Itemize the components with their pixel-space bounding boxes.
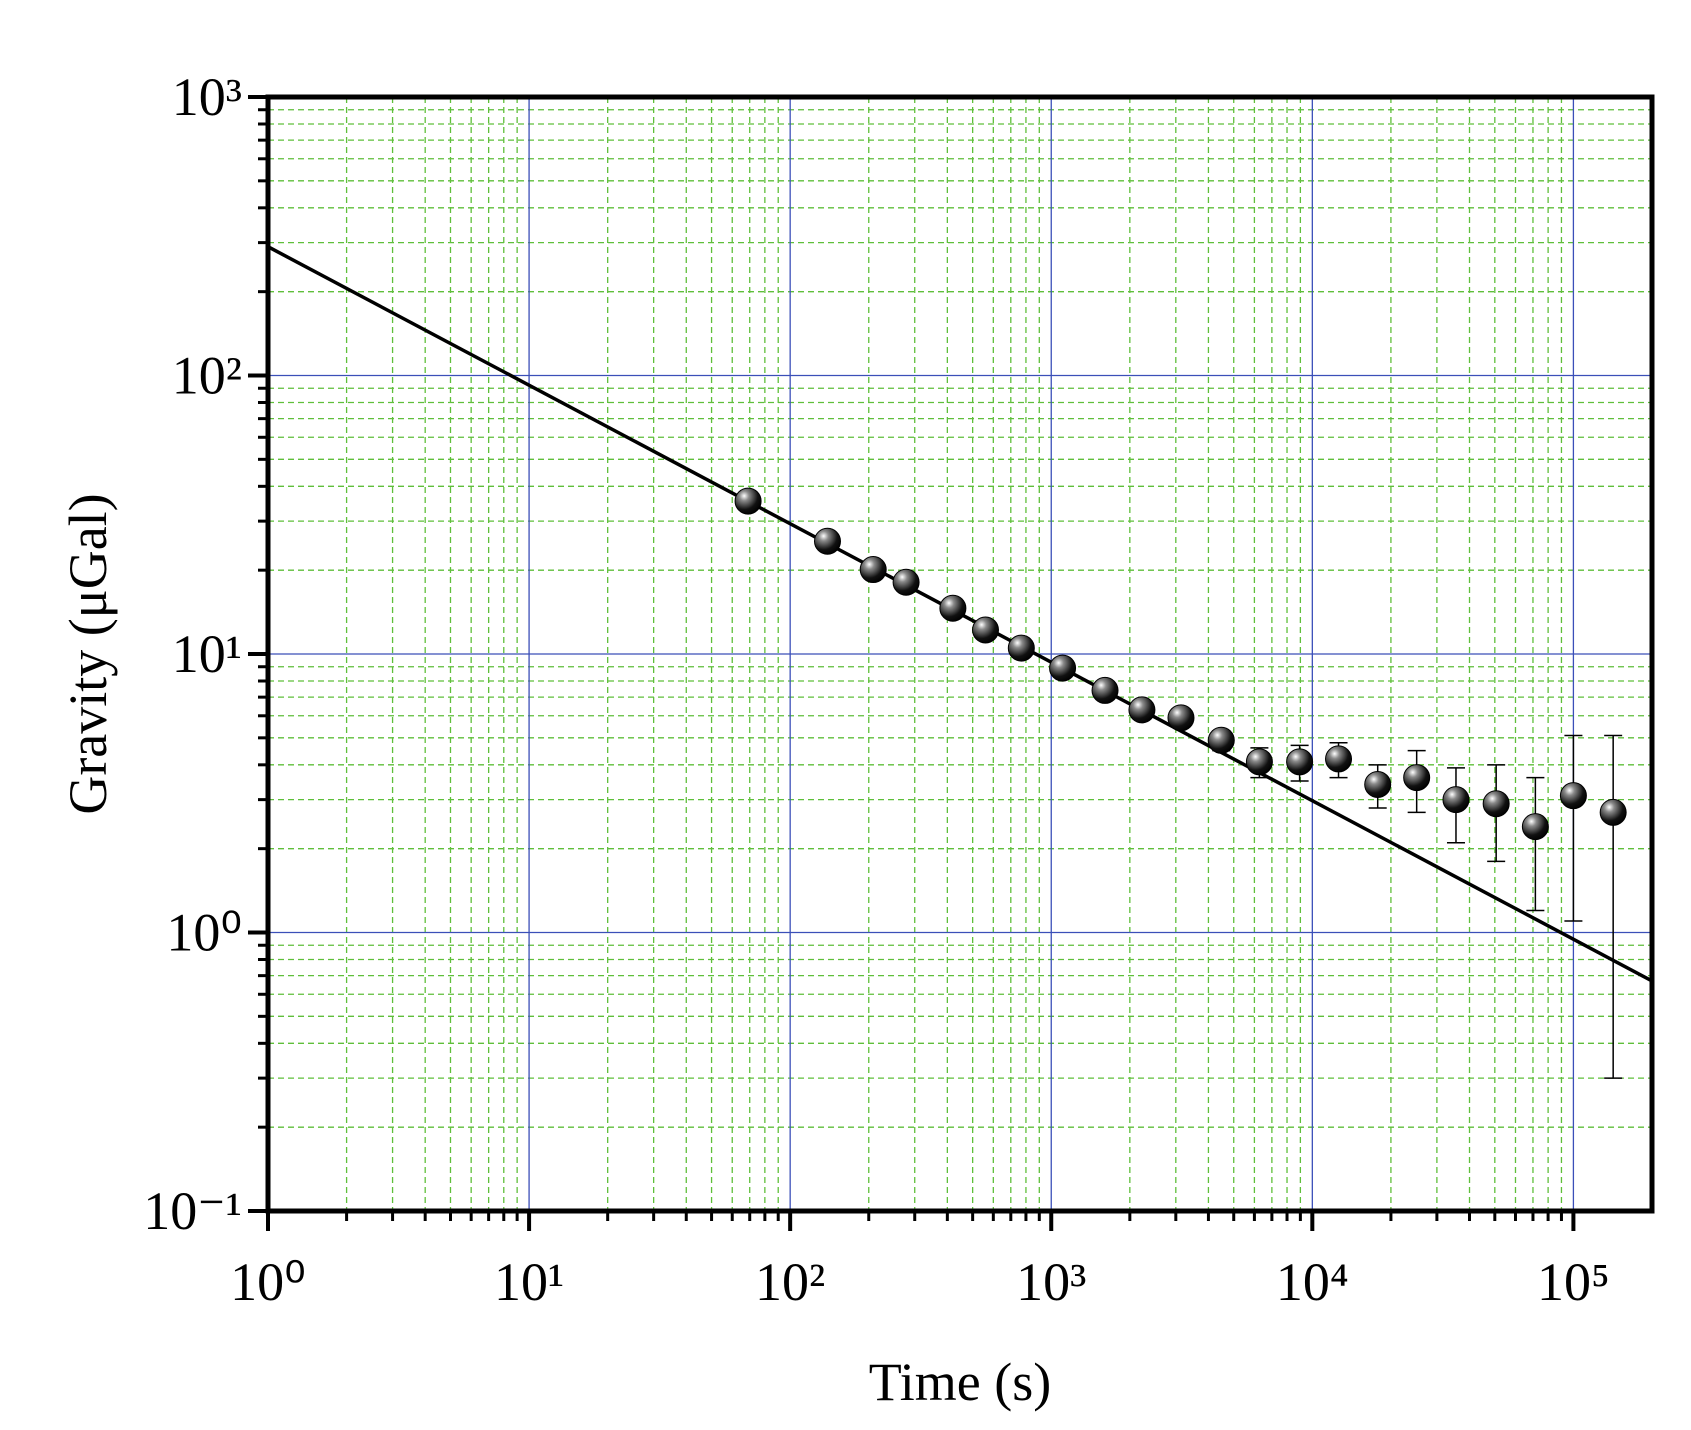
data-point — [1128, 696, 1156, 724]
x-axis-label: Time (s) — [869, 1352, 1052, 1412]
data-point — [1403, 764, 1431, 792]
data-point — [939, 594, 967, 622]
data-point — [859, 556, 887, 584]
data-point — [1245, 748, 1273, 776]
y-axis-label: Gravity (μGal) — [58, 493, 118, 814]
data-point — [1482, 790, 1510, 818]
data-point — [1364, 770, 1392, 798]
error-bar — [1564, 734, 1583, 922]
data-point — [1049, 654, 1077, 682]
x-tick-label: 10⁰ — [230, 1252, 306, 1312]
data-point — [892, 568, 920, 596]
data-point — [734, 487, 762, 515]
data-point — [1559, 782, 1587, 810]
data-point — [1167, 704, 1195, 732]
data-point — [972, 616, 1000, 644]
data-point — [1286, 748, 1314, 776]
data-point — [814, 527, 842, 555]
x-tick-label: 10³ — [1016, 1252, 1086, 1312]
data-point — [1325, 745, 1353, 773]
x-tick-label: 10² — [755, 1252, 825, 1312]
y-tick-label: 10¹ — [172, 624, 242, 684]
data-point — [1207, 726, 1235, 754]
error-bar — [1604, 734, 1623, 1079]
x-tick-label: 10⁵ — [1537, 1252, 1610, 1312]
data-point — [1091, 676, 1119, 704]
x-tick-label: 10⁴ — [1276, 1252, 1349, 1312]
x-tick-label: 10¹ — [494, 1252, 564, 1312]
data-point — [1599, 798, 1627, 826]
error-bar — [1526, 776, 1545, 912]
y-tick-label: 10³ — [172, 67, 242, 127]
data-point — [1007, 634, 1035, 662]
data-point — [1442, 786, 1470, 814]
y-tick-label: 10⁰ — [166, 903, 242, 963]
plot-frame — [265, 94, 1655, 1214]
data-point — [1521, 813, 1549, 841]
y-tick-label: 10⁻¹ — [143, 1181, 242, 1241]
y-tick-label: 10² — [172, 346, 242, 406]
